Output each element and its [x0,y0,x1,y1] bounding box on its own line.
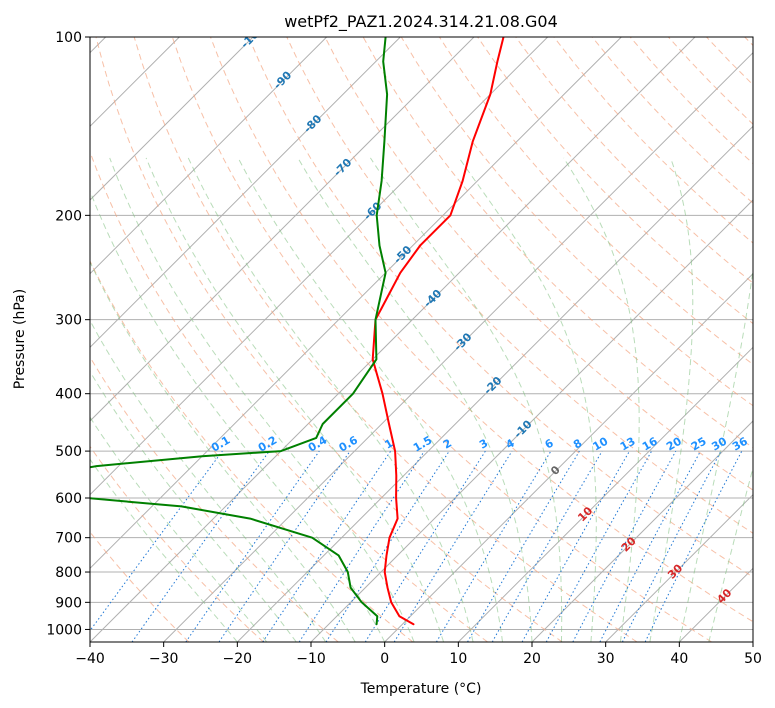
y-tick-label: 800 [55,565,82,581]
moist-adiabat [109,157,415,642]
plot-background [90,37,753,642]
mixing-ratio-line [325,450,450,642]
dry-adiabat [90,259,414,642]
moist-adiabat [90,416,268,642]
moist-adiabat [90,260,356,642]
y-tick-label: 400 [55,387,82,403]
dry-adiabat [90,356,339,642]
background-lines [90,37,753,642]
mixing-ratio-line [545,450,653,642]
mixing-ratio-line [262,450,392,642]
y-tick-label: 500 [55,444,82,460]
x-tick-label: 40 [670,651,688,667]
moist-adiabat [678,265,753,642]
dry-adiabat [515,37,753,284]
moist-adiabat [297,157,533,642]
x-tick-label: −10 [296,651,326,667]
dry-adiabat [286,37,753,534]
moist-adiabat [90,319,327,642]
isotherm-line [384,272,753,642]
y-tick-label: 1000 [46,622,82,638]
isotherm-line [90,37,401,349]
mixing-ratio-line [644,450,743,642]
isotherm-line [90,37,475,422]
mixing-ratio-line [131,450,270,642]
dry-adiabat [248,37,753,578]
y-tick-label: 300 [55,313,82,329]
isotherm-line [90,37,622,570]
isotherm-line [605,493,753,642]
dry-adiabat [171,37,712,642]
y-tick-label: 700 [55,531,82,547]
moist-adiabat [563,157,640,642]
dry-adiabat [95,37,563,642]
dewpoint-line [90,37,389,626]
x-tick-label: 50 [744,651,762,667]
moist-adiabat [369,157,563,642]
mixing-ratio-line [393,450,513,642]
isotherm-line [90,37,328,275]
x-axis-ticks: −40 −30 −20 −10 0 10 20 30 40 50 [75,642,762,667]
y-tick-label: 900 [55,595,82,611]
mixing-ratio-line [521,450,630,642]
x-tick-label: −40 [75,651,105,667]
dry-adiabat [210,37,753,623]
moist-adiabat [458,157,597,642]
x-tick-label: 20 [523,651,541,667]
y-tick-label: 100 [55,30,82,46]
isotherm-line [236,125,753,642]
y-tick-label: 200 [55,208,82,224]
sounding-series [90,37,505,626]
x-axis-label: Temperature (°C) [360,681,482,697]
dry-adiabat [133,37,638,642]
mixing-ratio-line [572,450,677,642]
x-tick-label: −20 [223,651,253,667]
isotherm-line [90,37,254,201]
y-axis-label: Pressure (hPa) [12,289,28,389]
mixing-ratio-line [218,450,351,642]
moist-adiabat [708,466,753,642]
moist-adiabat [90,370,297,642]
moist-adiabat [145,157,445,642]
temperature-line [371,37,505,626]
plot-frame [89,36,754,643]
isotherm-line [163,51,753,642]
dry-adiabat [90,445,264,642]
x-tick-label: 10 [449,651,467,667]
isotherm-line [531,420,753,642]
x-tick-label: −30 [149,651,179,667]
x-tick-label: 0 [380,651,389,667]
isotherm-line [90,37,549,496]
y-axis-ticks: 100 200 300 400 500 600 700 800 900 1000 [46,30,90,638]
chart-title: wetPf2_PAZ1.2024.314.21.08.G04 [284,12,558,32]
mixing-ratio-line [90,450,223,632]
isotherm-line [90,37,696,642]
x-tick-label: 30 [597,651,615,667]
y-tick-label: 600 [55,491,82,507]
mixing-ratio-line [185,450,320,642]
